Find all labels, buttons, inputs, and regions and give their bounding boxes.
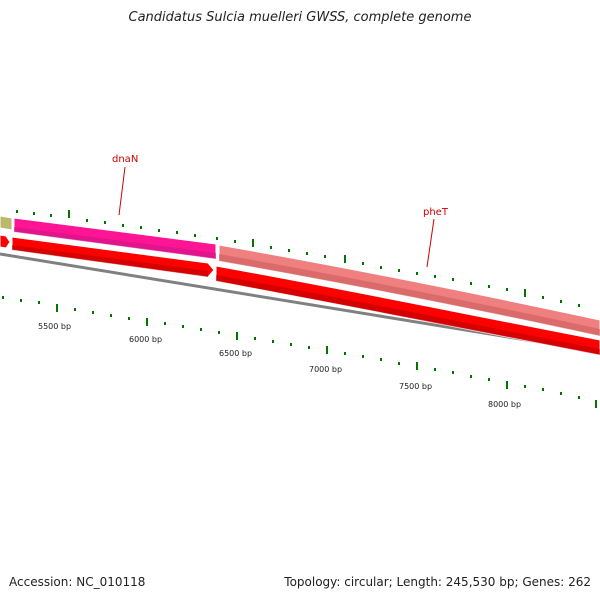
map-title: Candidatus Sulcia muelleri GWSS, complet… xyxy=(128,10,472,25)
cds-arrow-left xyxy=(0,234,11,249)
gene-label-dnaN[interactable]: dnaN xyxy=(112,154,138,165)
scale-label-5500: 5500 bp xyxy=(38,322,71,331)
genome-summary-text: Topology: circular; Length: 245,530 bp; … xyxy=(284,575,591,589)
cds-arrow-middle-shade xyxy=(12,245,208,277)
upper-tick-track xyxy=(16,210,580,307)
scale-label-7000: 7000 bp xyxy=(309,365,342,374)
lower-tick-track xyxy=(2,296,597,408)
gene-label-pheT[interactable]: pheT xyxy=(423,207,449,218)
scale-label-8000: 8000 bp xyxy=(488,400,521,409)
scale-label-6000: 6000 bp xyxy=(129,335,162,344)
gene-pheT-shade xyxy=(219,254,600,336)
gene-dnaN-shade xyxy=(14,227,216,259)
olive-feature xyxy=(0,215,13,231)
gene-dnaN-leader xyxy=(118,166,126,216)
gene-pheT-leader xyxy=(426,218,435,268)
accession-text: Accession: NC_010118 xyxy=(9,575,146,589)
cds-arrow-right-shade xyxy=(216,275,600,355)
scale-label-7500: 7500 bp xyxy=(399,382,432,391)
scale-label-6500: 6500 bp xyxy=(219,349,252,358)
